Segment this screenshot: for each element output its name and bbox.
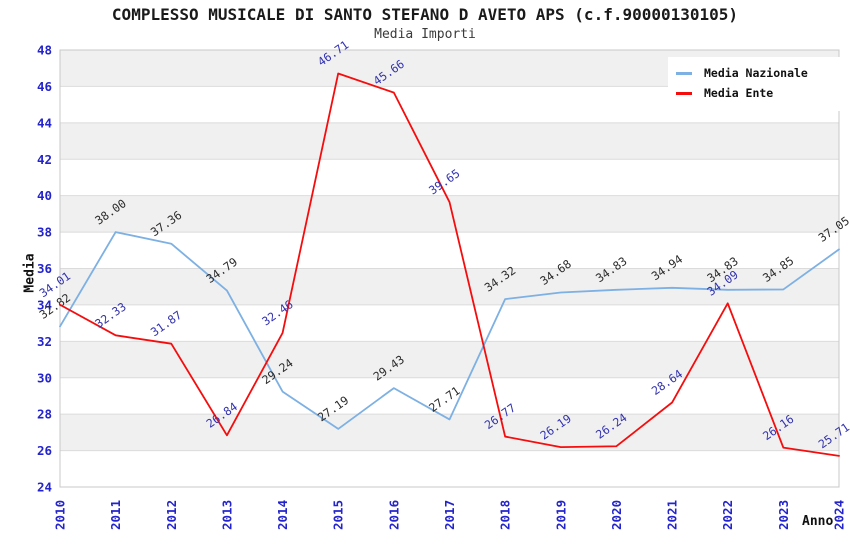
legend-swatch-media-nazionale [676,71,692,75]
x-tick-label: 2024 [832,500,847,530]
y-tick-label: 30 [37,370,52,385]
chart-subtitle: Media Importi [374,27,476,42]
plot-border [59,49,840,488]
x-axis-title: Anno [802,514,834,529]
plot-band [60,122,839,160]
y-tick-label: 38 [37,225,52,240]
x-tick-label: 2011 [108,500,123,530]
y-tick-label: 28 [37,407,52,422]
legend: Media Nazionale Media Ente [668,57,846,111]
x-tick-label: 2013 [219,500,234,530]
y-tick-label: 36 [37,261,52,276]
x-tick-label: 2015 [331,500,346,530]
legend-item-media-nazionale: Media Nazionale [676,63,838,83]
y-tick-label: 44 [37,115,52,130]
plot-band [60,159,839,196]
y-tick-label: 42 [37,152,52,167]
y-tick-label: 26 [37,443,52,458]
legend-label: Media Nazionale [704,66,808,80]
x-tick-label: 2019 [553,500,568,530]
x-tick-label: 2021 [665,500,680,530]
x-tick-label: 2023 [776,500,791,530]
plot-band [60,232,839,269]
x-tick-label: 2012 [164,500,179,530]
chart-title: COMPLESSO MUSICALE DI SANTO STEFANO D AV… [111,5,739,24]
x-tick-label: 2017 [442,500,457,530]
y-tick-label: 48 [37,43,52,58]
x-tick-label: 2014 [275,500,290,530]
y-tick-label: 24 [37,480,52,495]
legend-item-media-ente: Media Ente [676,83,838,103]
plot-band [60,268,839,305]
series-line-media-nazionale [59,231,840,430]
y-tick-label: 34 [37,297,52,312]
series-line-media-ente [59,72,840,457]
y-axis-title: Media [22,253,38,293]
legend-label: Media Ente [704,86,774,100]
x-tick-label: 2022 [720,500,735,530]
y-tick-label: 32 [37,334,52,349]
x-tick-label: 2018 [498,500,513,530]
y-tick-label: 46 [37,79,52,94]
x-tick-label: 2010 [53,500,68,530]
legend-swatch-media-ente [676,91,692,95]
x-tick-label: 2020 [609,500,624,530]
plot-band [60,341,839,378]
plot-band [60,450,839,487]
plot-band [60,377,839,415]
x-tick-label: 2016 [386,500,401,530]
y-tick-label: 40 [37,188,52,203]
